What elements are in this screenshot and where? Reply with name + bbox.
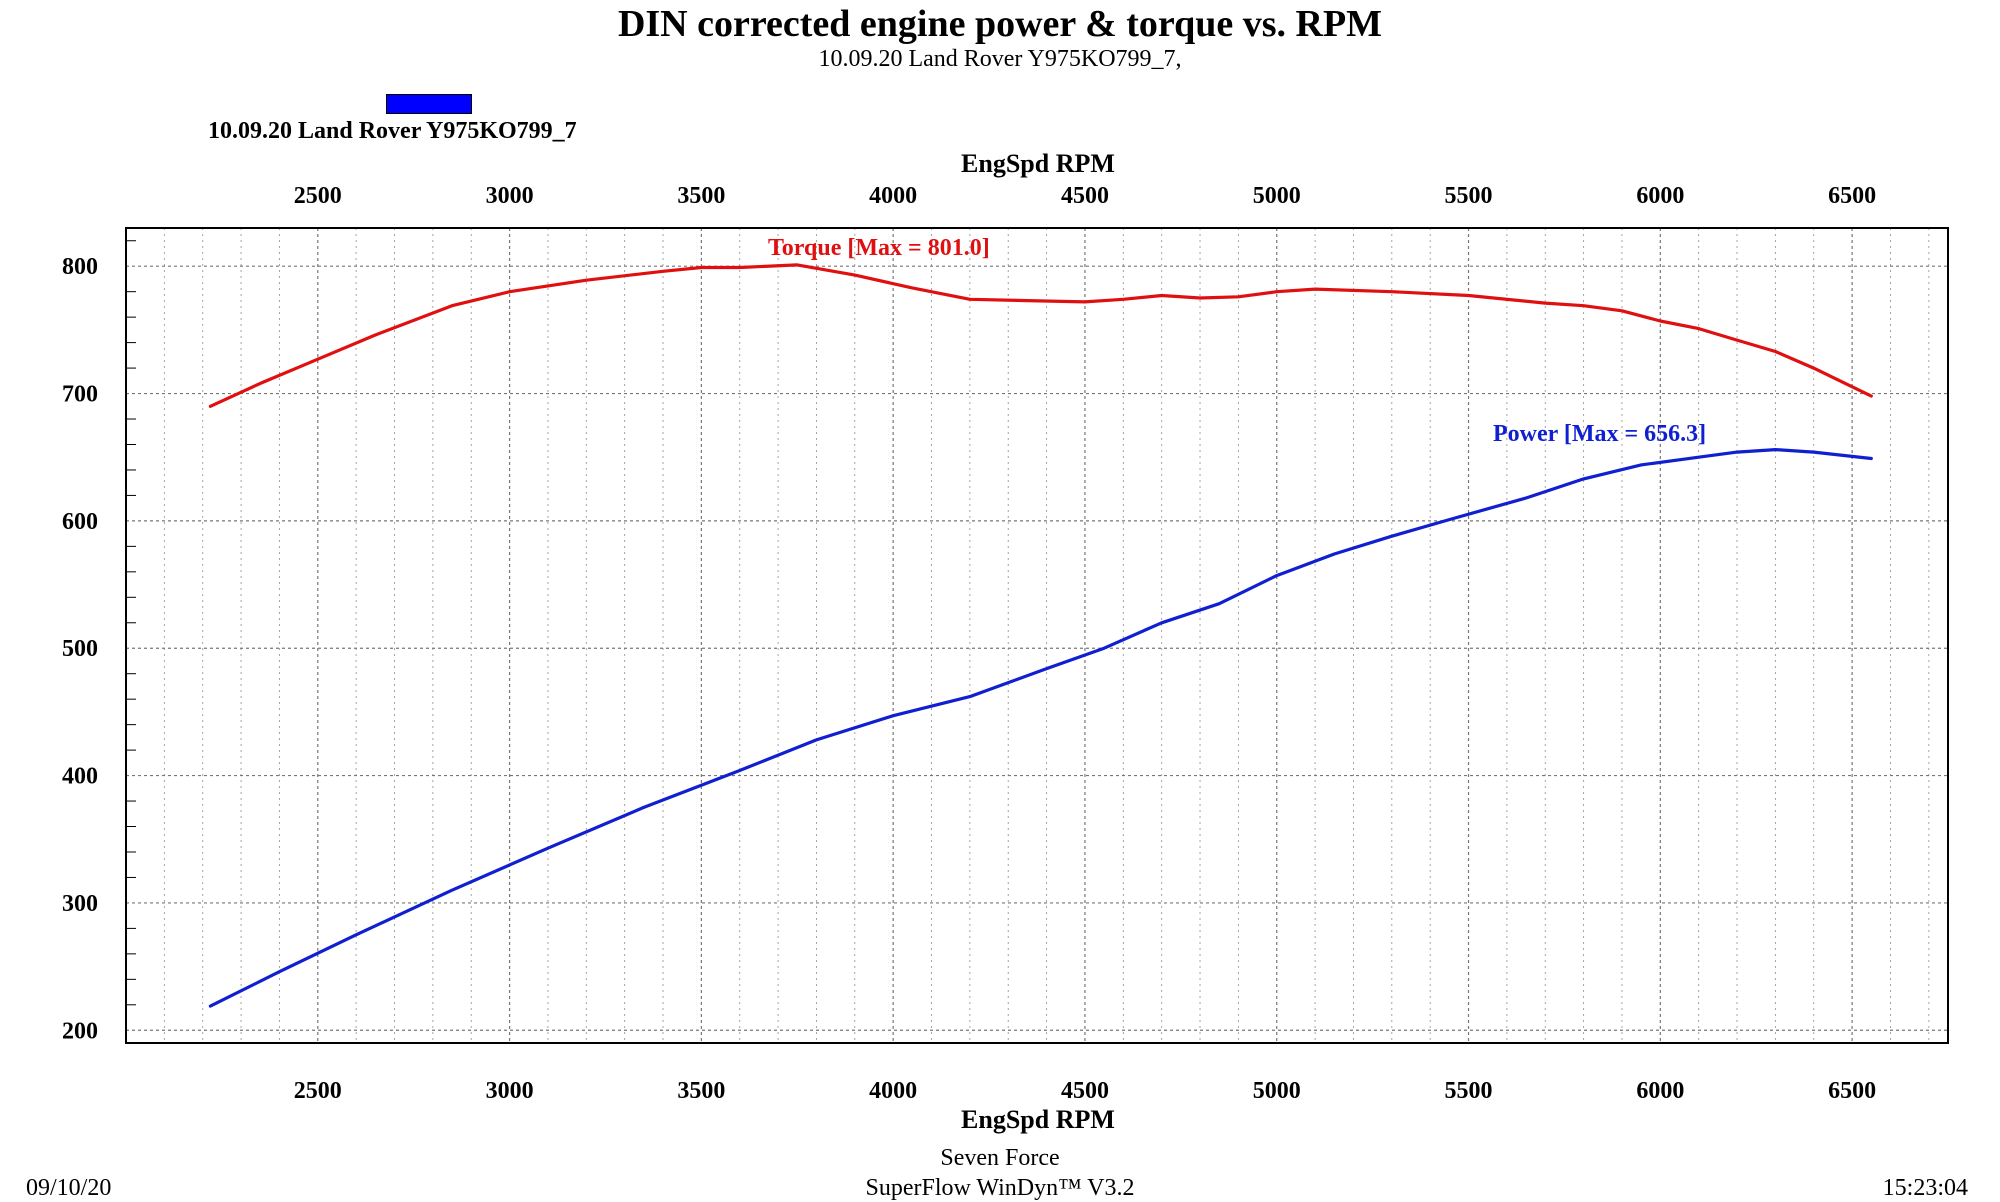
series-annotation-power: Power [Max = 656.3]: [1493, 421, 1706, 447]
y-tick-label: 600: [62, 509, 98, 535]
y-tick-label: 500: [62, 636, 98, 662]
x-tick-label-top: 2500: [294, 183, 342, 209]
legend-swatch: [386, 94, 472, 114]
y-tick-label: 200: [62, 1018, 98, 1044]
x-axis-label-bottom: EngSpd RPM: [961, 1105, 1115, 1134]
x-tick-label-bottom: 4000: [869, 1078, 917, 1104]
x-tick-label-top: 4500: [1061, 183, 1109, 209]
plot-frame: [125, 227, 1949, 1044]
series-line-power: [208, 448, 1873, 1008]
legend-label: 10.09.20 Land Rover Y975KO799_7: [208, 118, 577, 144]
y-tick-label: 300: [62, 891, 98, 917]
x-tick-label-top: 3500: [677, 183, 725, 209]
series-annotation-torque: Torque [Max = 801.0]: [768, 235, 990, 261]
x-tick-label-bottom: 4500: [1061, 1078, 1109, 1104]
x-axis-label-top: EngSpd RPM: [961, 149, 1115, 178]
x-tick-label-bottom: 6000: [1636, 1078, 1684, 1104]
footer-software: SuperFlow WinDyn™ V3.2: [865, 1175, 1135, 1201]
x-tick-label-top: 3000: [486, 183, 534, 209]
footer-company: Seven Force: [940, 1145, 1060, 1171]
x-tick-label-bottom: 2500: [294, 1078, 342, 1104]
x-tick-label-bottom: 5000: [1253, 1078, 1301, 1104]
x-tick-label-bottom: 3000: [486, 1078, 534, 1104]
chart-subtitle: 10.09.20 Land Rover Y975KO799_7,: [818, 46, 1182, 72]
y-tick-label: 700: [62, 382, 98, 408]
x-tick-label-bottom: 5500: [1445, 1078, 1493, 1104]
x-tick-label-top: 5000: [1253, 183, 1301, 209]
y-tick-label: 400: [62, 764, 98, 790]
y-tick-label: 800: [62, 254, 98, 280]
x-tick-label-top: 6000: [1636, 183, 1684, 209]
chart-title: DIN corrected engine power & torque vs. …: [617, 3, 1383, 45]
x-tick-label-bottom: 3500: [677, 1078, 725, 1104]
x-tick-label-bottom: 6500: [1828, 1078, 1876, 1104]
x-tick-label-top: 4000: [869, 183, 917, 209]
series-line-torque: [208, 263, 1873, 408]
footer-date: 09/10/20: [26, 1175, 112, 1201]
footer-time: 15:23:04: [1882, 1175, 1968, 1201]
x-tick-label-top: 6500: [1828, 183, 1876, 209]
x-tick-label-top: 5500: [1445, 183, 1493, 209]
